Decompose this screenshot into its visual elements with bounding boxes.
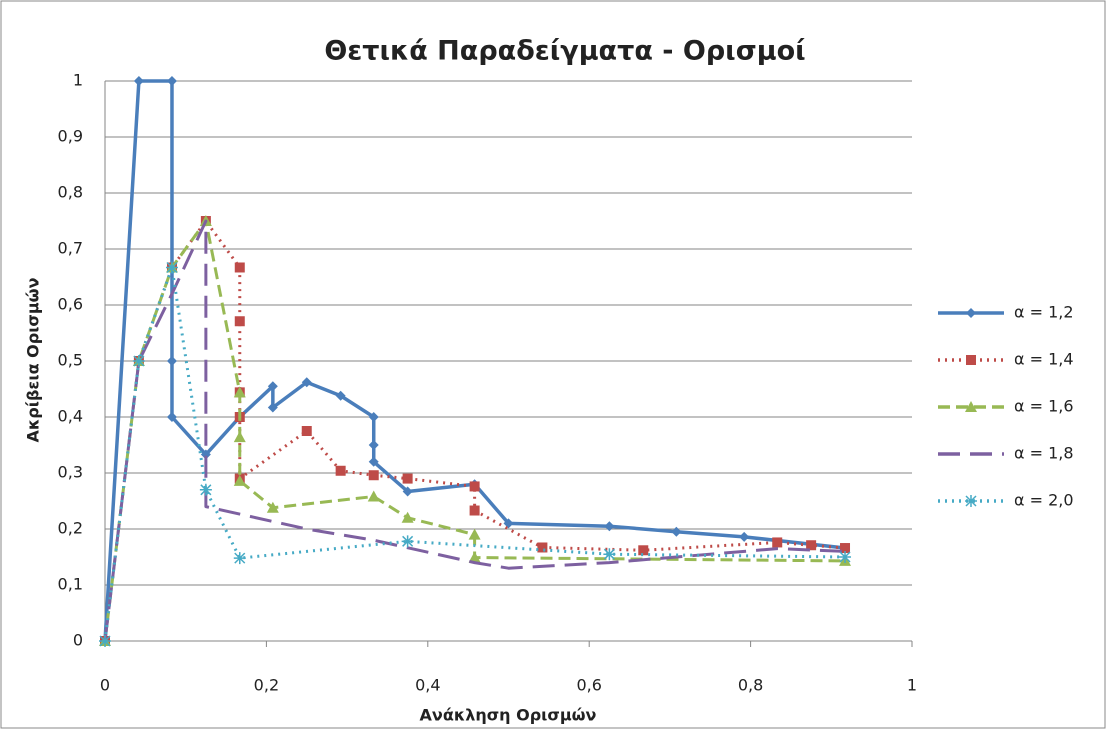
- series-line: [103, 219, 846, 642]
- marker: [233, 552, 246, 565]
- marker: [603, 548, 616, 561]
- marker: [469, 481, 480, 492]
- marker: [468, 551, 481, 563]
- y-tick-label: 0,6: [58, 295, 83, 314]
- marker: [469, 505, 480, 516]
- marker: [839, 551, 852, 563]
- marker: [165, 261, 178, 274]
- x-tick-label: 0,4: [415, 676, 440, 695]
- marker: [840, 543, 851, 554]
- marker: [368, 456, 379, 467]
- y-tick-label: 1: [73, 71, 83, 90]
- x-tick-label: 0,8: [738, 676, 763, 695]
- legend-marker: [965, 401, 977, 412]
- marker: [99, 635, 111, 647]
- marker: [199, 483, 212, 496]
- y-tick-label: 0,2: [58, 519, 83, 538]
- marker: [267, 381, 278, 392]
- legend-label: α = 1,8: [1014, 444, 1074, 463]
- marker: [368, 412, 379, 422]
- marker: [233, 386, 246, 398]
- legend-marker: [966, 308, 976, 318]
- marker: [503, 518, 514, 529]
- marker: [200, 449, 211, 460]
- y-tick-label: 0,5: [58, 351, 83, 370]
- marker: [166, 76, 177, 86]
- marker: [367, 490, 380, 502]
- marker: [234, 316, 245, 327]
- legend-marker: [966, 355, 976, 365]
- marker: [402, 486, 413, 497]
- marker: [301, 426, 312, 436]
- marker: [772, 537, 783, 548]
- y-tick-label: 0,1: [58, 575, 83, 594]
- marker: [335, 465, 346, 476]
- x-tick-label: 1: [907, 676, 917, 695]
- marker: [401, 511, 414, 523]
- marker: [402, 473, 413, 484]
- series-line: [103, 219, 846, 642]
- marker: [335, 390, 346, 401]
- legend-label: α = 1,4: [1014, 350, 1074, 369]
- marker: [401, 535, 414, 548]
- marker: [806, 540, 817, 551]
- marker: [166, 356, 177, 366]
- x-tick-label: 0: [100, 676, 110, 695]
- marker: [234, 262, 245, 273]
- marker: [266, 501, 279, 513]
- marker: [267, 402, 278, 413]
- legend-label: α = 1,6: [1014, 397, 1074, 416]
- marker: [604, 521, 615, 532]
- y-tick-label: 0,7: [58, 239, 83, 258]
- y-axis-title: Ακρίβεια Ορισμών: [24, 277, 43, 442]
- y-tick-label: 0,3: [58, 463, 83, 482]
- legend-label: α = 2,0: [1014, 491, 1074, 510]
- y-tick-label: 0,8: [58, 183, 83, 202]
- x-tick-label: 0,6: [576, 676, 601, 695]
- marker: [166, 412, 177, 422]
- marker: [638, 545, 649, 556]
- x-axis-title: Ανάκληση Ορισμών: [420, 706, 597, 725]
- marker: [133, 76, 144, 86]
- y-tick-label: 0,9: [58, 127, 83, 146]
- marker: [739, 531, 750, 542]
- marker: [368, 440, 379, 450]
- marker: [301, 377, 312, 388]
- marker: [132, 355, 145, 367]
- x-tick-label: 0,2: [254, 676, 279, 695]
- legend-marker: [965, 495, 977, 507]
- legend-label: α = 1,2: [1014, 303, 1074, 322]
- y-tick-label: 0: [73, 631, 83, 650]
- marker: [537, 542, 548, 553]
- marker: [671, 526, 682, 537]
- marker: [468, 528, 481, 540]
- series-line: [103, 265, 846, 642]
- marker: [233, 431, 246, 443]
- chart-title: Θετικά Παραδείγματα - Ορισμοί: [324, 36, 805, 67]
- marker: [233, 474, 246, 486]
- y-tick-label: 0,4: [58, 407, 83, 426]
- marker: [368, 470, 379, 481]
